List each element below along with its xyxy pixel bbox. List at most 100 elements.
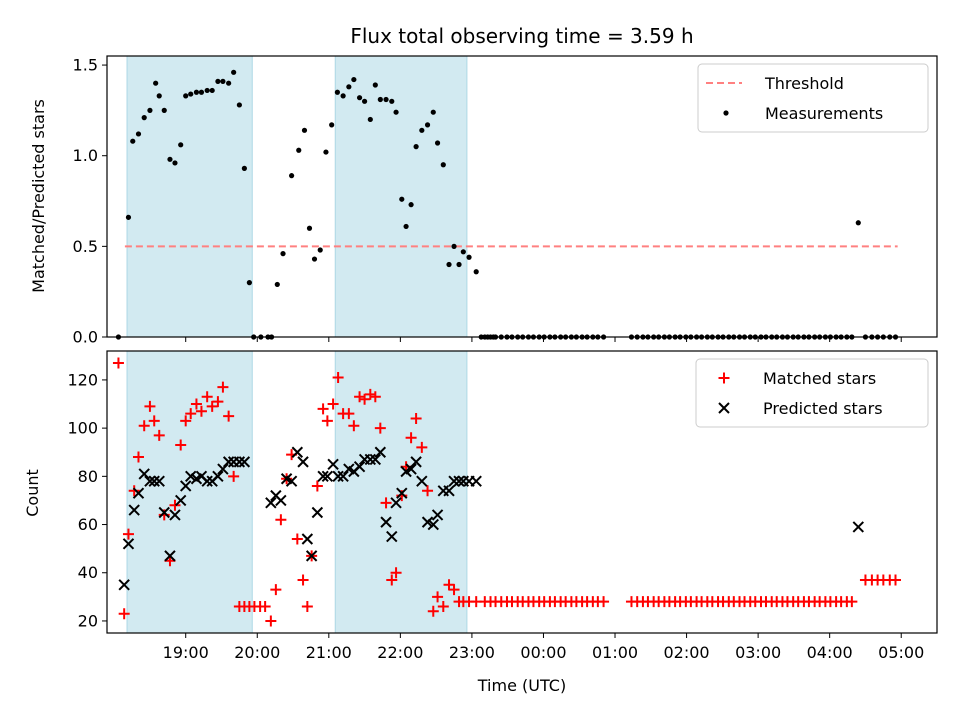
legend-box bbox=[695, 358, 929, 428]
data-point bbox=[598, 596, 610, 608]
data-point bbox=[453, 475, 465, 487]
data-point bbox=[321, 470, 334, 483]
data-point bbox=[361, 98, 368, 104]
data-point bbox=[443, 579, 455, 591]
y-tick-label: 0.5 bbox=[73, 237, 98, 256]
data-point bbox=[380, 516, 392, 528]
data-point bbox=[201, 475, 213, 487]
series-predicted-stars bbox=[118, 446, 865, 591]
data-point bbox=[183, 93, 189, 99]
data-point bbox=[410, 456, 422, 468]
data-point bbox=[367, 116, 373, 123]
data-point bbox=[323, 149, 329, 155]
data-point bbox=[434, 140, 441, 146]
data-point bbox=[297, 574, 309, 586]
data-point bbox=[466, 254, 472, 260]
data-point bbox=[228, 470, 240, 482]
data-point bbox=[337, 470, 349, 483]
data-point bbox=[386, 530, 398, 543]
x-tick-label: 05:00 bbox=[878, 643, 924, 662]
data-point bbox=[399, 196, 405, 202]
data-point bbox=[852, 521, 865, 533]
x-tick-label: 03:00 bbox=[735, 643, 781, 662]
axes-frame bbox=[106, 350, 938, 634]
data-point bbox=[156, 93, 162, 99]
data-point bbox=[448, 584, 460, 596]
data-point bbox=[470, 475, 482, 487]
data-point bbox=[209, 87, 215, 94]
data-point bbox=[419, 127, 425, 133]
data-point bbox=[212, 396, 224, 408]
data-point bbox=[372, 82, 378, 88]
data-point bbox=[297, 456, 309, 468]
data-point bbox=[321, 415, 333, 427]
data-point bbox=[340, 93, 346, 99]
data-point bbox=[270, 584, 282, 596]
chart-title: Flux total observing time = 3.59 h bbox=[350, 24, 693, 48]
data-point bbox=[128, 504, 140, 516]
data-point bbox=[291, 533, 303, 545]
x-tick-label: 00:00 bbox=[520, 643, 566, 662]
axes-frame bbox=[106, 55, 938, 338]
data-point bbox=[233, 456, 246, 468]
data-point bbox=[334, 89, 340, 95]
data-point bbox=[148, 415, 160, 427]
data-point bbox=[374, 446, 387, 458]
data-point bbox=[174, 494, 187, 507]
data-point bbox=[364, 388, 376, 400]
data-point bbox=[369, 391, 381, 403]
data-point bbox=[217, 463, 229, 475]
data-point bbox=[222, 456, 235, 468]
data-point bbox=[301, 127, 308, 133]
data-point bbox=[456, 261, 462, 268]
data-point bbox=[138, 420, 150, 432]
data-point bbox=[280, 251, 286, 257]
x-tick-label: 20:00 bbox=[234, 643, 280, 662]
data-point bbox=[317, 470, 329, 483]
data-point bbox=[431, 509, 444, 521]
data-point bbox=[179, 480, 192, 492]
shaded-span-2 bbox=[334, 55, 468, 338]
y-tick-label: 80 bbox=[78, 467, 98, 486]
data-point bbox=[346, 84, 352, 90]
data-point bbox=[236, 102, 242, 108]
data-point bbox=[353, 460, 366, 473]
data-point bbox=[443, 485, 455, 497]
data-point bbox=[144, 475, 156, 487]
data-point bbox=[332, 470, 344, 483]
shaded-span-1 bbox=[126, 55, 253, 338]
data-point bbox=[204, 87, 210, 94]
data-point bbox=[317, 247, 323, 253]
data-point bbox=[374, 422, 386, 434]
data-point bbox=[305, 550, 318, 562]
data-point bbox=[405, 463, 417, 475]
data-point bbox=[201, 391, 213, 403]
data-point bbox=[138, 468, 150, 480]
data-point bbox=[161, 107, 167, 113]
top-panel: 0.0 0.5 1.0 1.5 Threshold Measurements bbox=[73, 55, 938, 347]
data-point bbox=[217, 381, 229, 393]
data-point bbox=[275, 514, 287, 526]
data-point bbox=[185, 408, 197, 420]
legend-measurements-swatch bbox=[723, 110, 729, 116]
data-point bbox=[332, 372, 344, 384]
data-point bbox=[422, 485, 434, 497]
data-point bbox=[125, 214, 132, 220]
data-point bbox=[164, 550, 176, 562]
data-point bbox=[147, 107, 153, 113]
data-point bbox=[265, 615, 277, 627]
data-point bbox=[405, 432, 417, 444]
data-point bbox=[175, 439, 187, 451]
series-matched-stars bbox=[112, 357, 482, 627]
series-matched-stars-low- bbox=[479, 574, 901, 608]
data-point bbox=[169, 499, 181, 511]
data-point bbox=[390, 497, 402, 509]
data-point bbox=[427, 518, 439, 531]
y-tick-label: 100 bbox=[67, 419, 98, 438]
data-point bbox=[421, 516, 434, 528]
data-point bbox=[408, 202, 414, 208]
data-point bbox=[430, 109, 436, 115]
data-point bbox=[220, 78, 226, 84]
data-point bbox=[206, 400, 218, 412]
data-point bbox=[354, 391, 366, 403]
